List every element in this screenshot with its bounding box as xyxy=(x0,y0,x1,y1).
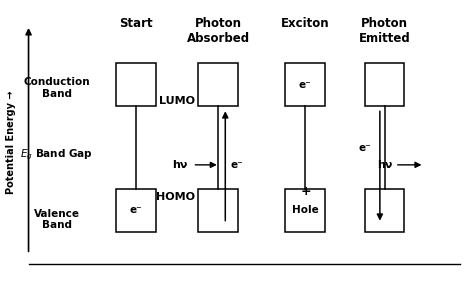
Text: e⁻: e⁻ xyxy=(299,80,311,89)
Text: $E_g$ Band Gap: $E_g$ Band Gap xyxy=(20,148,93,162)
Text: Conduction
Band: Conduction Band xyxy=(23,77,90,99)
FancyBboxPatch shape xyxy=(365,189,404,232)
Text: Exciton: Exciton xyxy=(281,17,329,30)
FancyBboxPatch shape xyxy=(117,189,156,232)
Text: hν: hν xyxy=(173,160,188,170)
Text: Hole: Hole xyxy=(292,205,319,215)
FancyBboxPatch shape xyxy=(198,189,238,232)
Text: e⁻: e⁻ xyxy=(231,160,244,170)
Text: Photon
Absorbed: Photon Absorbed xyxy=(187,17,250,45)
Text: e⁻: e⁻ xyxy=(358,143,371,153)
Text: Valence
Band: Valence Band xyxy=(34,209,80,230)
FancyBboxPatch shape xyxy=(198,63,238,106)
FancyBboxPatch shape xyxy=(117,63,156,106)
Text: +: + xyxy=(301,185,311,198)
Text: Photon
Emitted: Photon Emitted xyxy=(359,17,410,45)
Text: LUMO: LUMO xyxy=(159,96,195,106)
FancyBboxPatch shape xyxy=(285,189,325,232)
Text: e⁻: e⁻ xyxy=(130,205,143,215)
Text: Start: Start xyxy=(119,17,153,30)
FancyBboxPatch shape xyxy=(285,63,325,106)
FancyBboxPatch shape xyxy=(365,63,404,106)
Text: Potential Energy →: Potential Energy → xyxy=(6,91,16,194)
Text: hν: hν xyxy=(377,160,392,170)
Text: HOMO: HOMO xyxy=(156,192,195,202)
